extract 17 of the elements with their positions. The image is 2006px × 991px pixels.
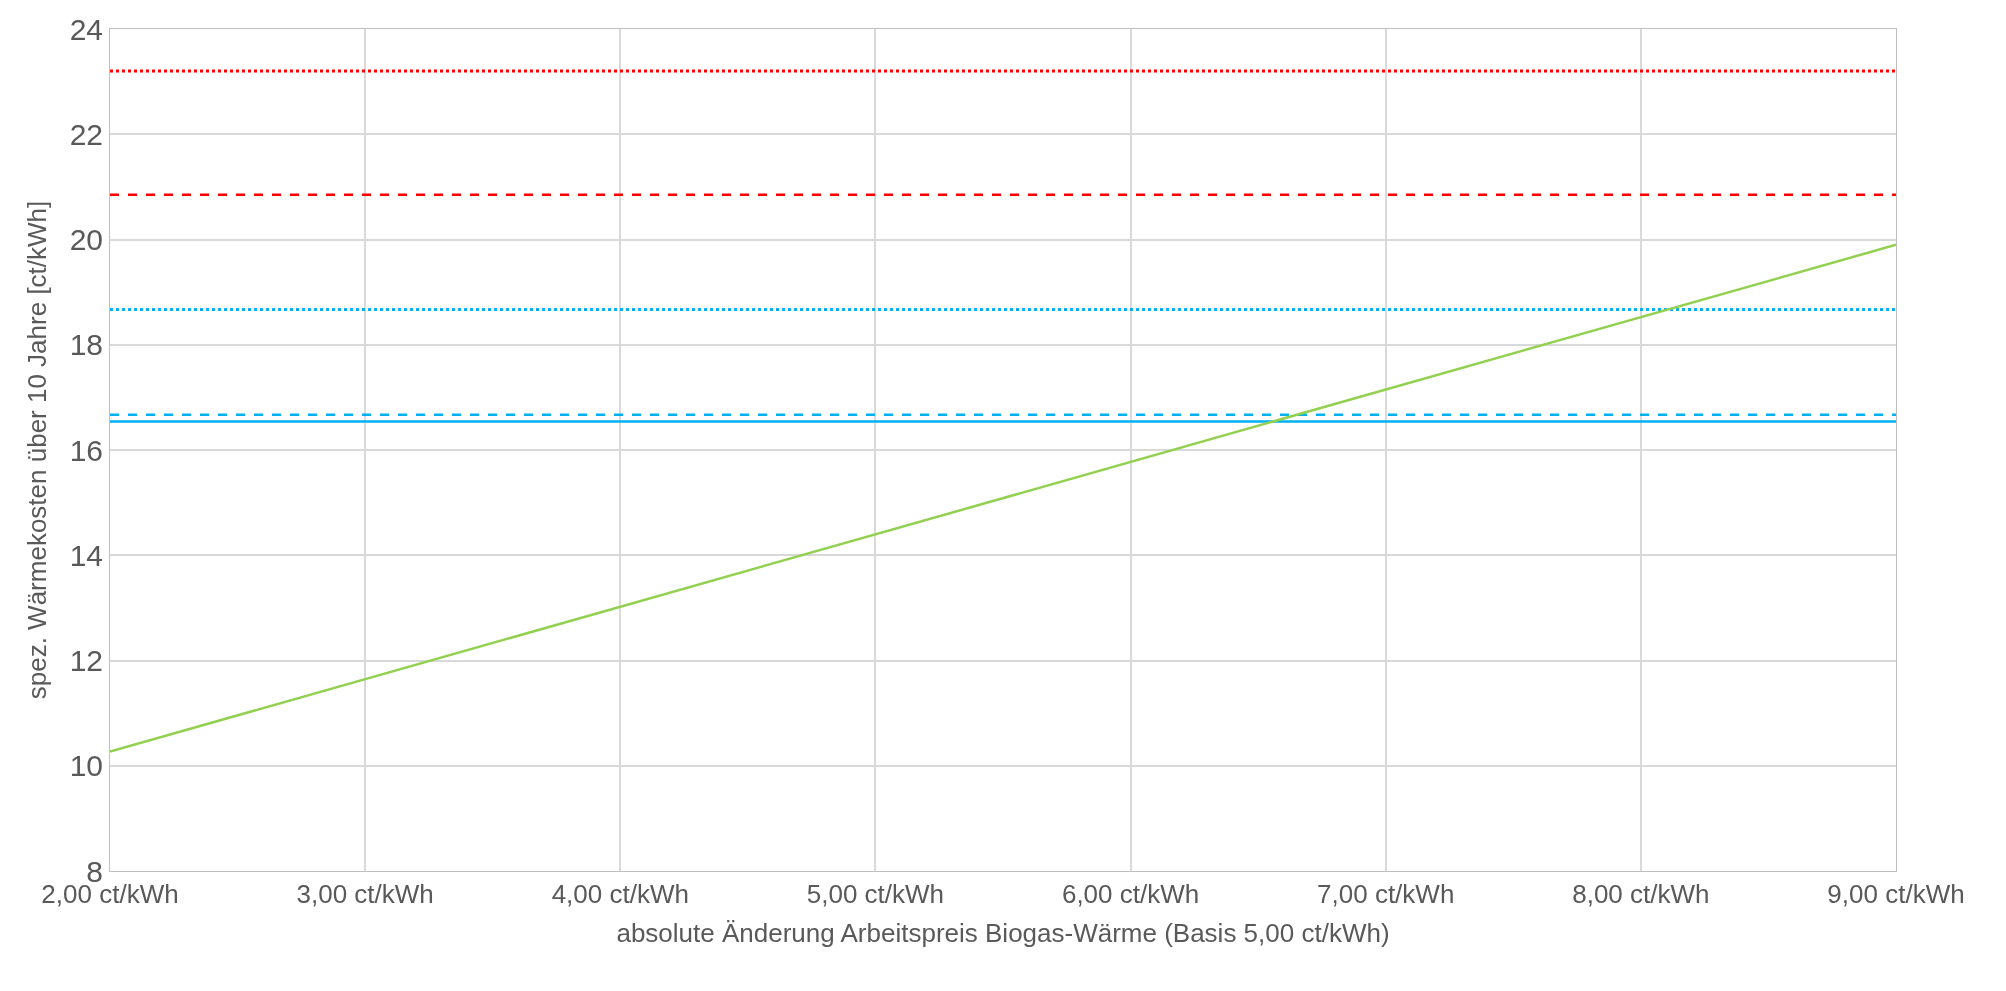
x-tick-label: 5,00 ct/kWh	[806, 879, 945, 910]
y-tick-label: 20	[69, 223, 103, 256]
y-tick-label: 22	[69, 117, 103, 151]
x-axis-title: absolute Änderung Arbeitspreis Biogas-Wärme (Basis 5,00 ct/kWh)	[616, 917, 1390, 948]
y-tick-label: 12	[69, 644, 103, 677]
x-tick-label: 8,00 ct/kWh	[1572, 879, 1710, 910]
x-tick-label: 7,00 ct/kWh	[1317, 879, 1455, 910]
y-axis-title: spez. Wärmekosten über 10 Jahre [ct/kWh]	[22, 200, 53, 700]
y-tick-label: 18	[69, 328, 103, 362]
x-tick-label: 6,00 ct/kWh	[1061, 879, 1200, 910]
x-tick-label: 4,00 ct/kWh	[551, 879, 689, 910]
y-tick-label: 10	[69, 749, 103, 783]
x-tick-label: 3,00 ct/kWh	[296, 879, 434, 910]
y-tick-label: 14	[69, 538, 103, 572]
x-tick-label: 9,00 ct/kWh	[1827, 879, 1965, 910]
y-tick-label: 24	[69, 12, 103, 46]
y-tick-label: 16	[69, 433, 103, 467]
